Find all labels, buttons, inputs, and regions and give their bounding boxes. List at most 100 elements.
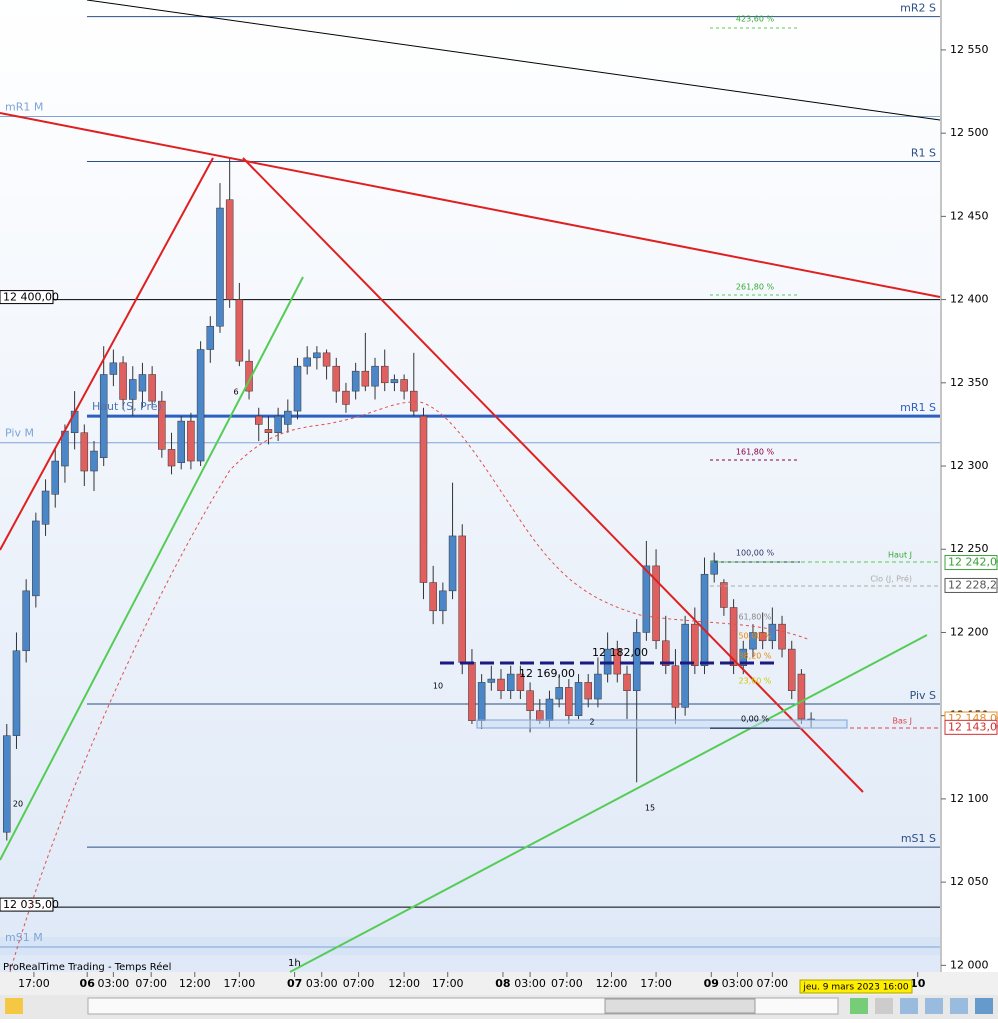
- level-label: Piv S: [910, 689, 936, 702]
- y-tick-label: 12 050: [950, 875, 989, 888]
- annotation: 12 182,00: [592, 646, 648, 659]
- price-box-label: 12 242,00: [948, 556, 998, 569]
- annotation: Bas J: [893, 717, 912, 726]
- x-tick-label: 07:00: [343, 977, 375, 990]
- candle-body: [3, 735, 11, 833]
- candle-body: [448, 535, 457, 592]
- candle-body: [90, 450, 98, 472]
- x-tick-label: 12:00: [596, 977, 628, 990]
- signal-count: 15: [645, 804, 655, 813]
- candle-body: [778, 623, 786, 650]
- zoom-button[interactable]: [900, 998, 918, 1014]
- candle-body: [623, 673, 631, 691]
- candle-body: [99, 374, 108, 458]
- cursor-label: jeu. 9 mars 2023 16:00: [802, 983, 909, 993]
- drawings: [0, 0, 941, 973]
- candle-body: [419, 415, 428, 583]
- y-tick-label: 12 400: [950, 293, 989, 306]
- candle-body: [284, 410, 292, 425]
- candle-body: [380, 365, 389, 384]
- candle-body: [526, 690, 534, 711]
- x-tick-label: 03:00: [514, 977, 546, 990]
- y-tick-label: 12 450: [950, 209, 989, 222]
- tool-button[interactable]: [875, 998, 893, 1014]
- y-tick-label: 12 550: [950, 43, 989, 56]
- candle-body: [12, 650, 21, 736]
- candle-body: [652, 565, 660, 642]
- signal-count: 20: [13, 800, 23, 809]
- candle-body: [439, 590, 447, 612]
- zoom-button[interactable]: [925, 998, 943, 1014]
- price-box-label: 12 143,00: [948, 720, 998, 733]
- candle-body: [264, 429, 273, 433]
- candle-body: [158, 400, 166, 450]
- scroll-button[interactable]: [975, 998, 993, 1014]
- candle-body: [468, 662, 476, 721]
- candle-body: [758, 632, 767, 642]
- candle-body: [32, 520, 40, 597]
- logo-button[interactable]: [5, 998, 23, 1014]
- trend-line: [289, 634, 928, 973]
- candle-body: [109, 362, 118, 375]
- candle-body: [196, 349, 205, 462]
- candle-body: [545, 698, 554, 721]
- scroll-thumb[interactable]: [604, 998, 756, 1014]
- candle-body: [225, 199, 234, 300]
- moving-average: [9, 401, 811, 973]
- candle-body: [351, 370, 360, 392]
- candle-body: [691, 623, 699, 667]
- candle-body: [313, 352, 321, 359]
- level-label: mR1 M: [5, 101, 43, 114]
- fib-label: 50,00 %: [738, 632, 771, 641]
- x-tick-label: 09: [704, 977, 719, 990]
- trend-line: [86, 0, 941, 121]
- fib-label: 38,20 %: [738, 652, 771, 661]
- candle-body: [361, 370, 370, 387]
- candle-body: [216, 207, 224, 327]
- candle-body: [342, 390, 350, 405]
- candle-body: [119, 362, 127, 400]
- candle-body: [138, 374, 147, 392]
- candle-body: [303, 357, 311, 367]
- candle-body: [41, 490, 50, 525]
- fib-label: 100,00 %: [736, 549, 775, 558]
- level-box-label: 12 035,00: [3, 898, 59, 911]
- candle-body: [458, 535, 466, 663]
- level-label: mR1 S: [900, 401, 936, 414]
- candle-body: [177, 420, 185, 463]
- x-tick-label: 17:00: [432, 977, 464, 990]
- x-tick-label: 12:00: [388, 977, 420, 990]
- fib-label: 261,80 %: [736, 283, 775, 292]
- candle-body: [429, 582, 437, 612]
- plot-bg: [0, 0, 940, 972]
- x-tick-label: 07:00: [551, 977, 583, 990]
- level-label: mR2 S: [900, 2, 936, 15]
- tool-button[interactable]: [850, 998, 868, 1014]
- candle-body: [565, 687, 573, 716]
- candle-body: [662, 640, 670, 667]
- level-label: mS1 M: [5, 931, 43, 944]
- candle-body: [22, 590, 30, 652]
- candle-body: [642, 565, 651, 633]
- candle-body: [390, 379, 399, 384]
- candle-body: [235, 299, 244, 362]
- candle-body: [584, 682, 592, 700]
- signal-count: 6: [233, 388, 238, 397]
- y-tick-label: 12 200: [950, 625, 989, 638]
- candle-body: [516, 673, 525, 691]
- candle-body: [710, 560, 718, 575]
- x-tick-label: 10: [910, 977, 926, 990]
- candle-body: [322, 352, 331, 367]
- trend-line: [0, 112, 941, 298]
- timeframe-label: 1h: [288, 958, 301, 969]
- zoom-button[interactable]: [950, 998, 968, 1014]
- price-box: [944, 719, 998, 735]
- fib-label: 0,00 %: [741, 715, 769, 724]
- x-tick-label: 03:00: [98, 977, 130, 990]
- toolbar: [0, 995, 998, 1019]
- candle-body: [594, 673, 602, 700]
- candle-body: [555, 687, 563, 700]
- level-box: [0, 290, 54, 305]
- y-tick-label: 12 000: [950, 958, 989, 971]
